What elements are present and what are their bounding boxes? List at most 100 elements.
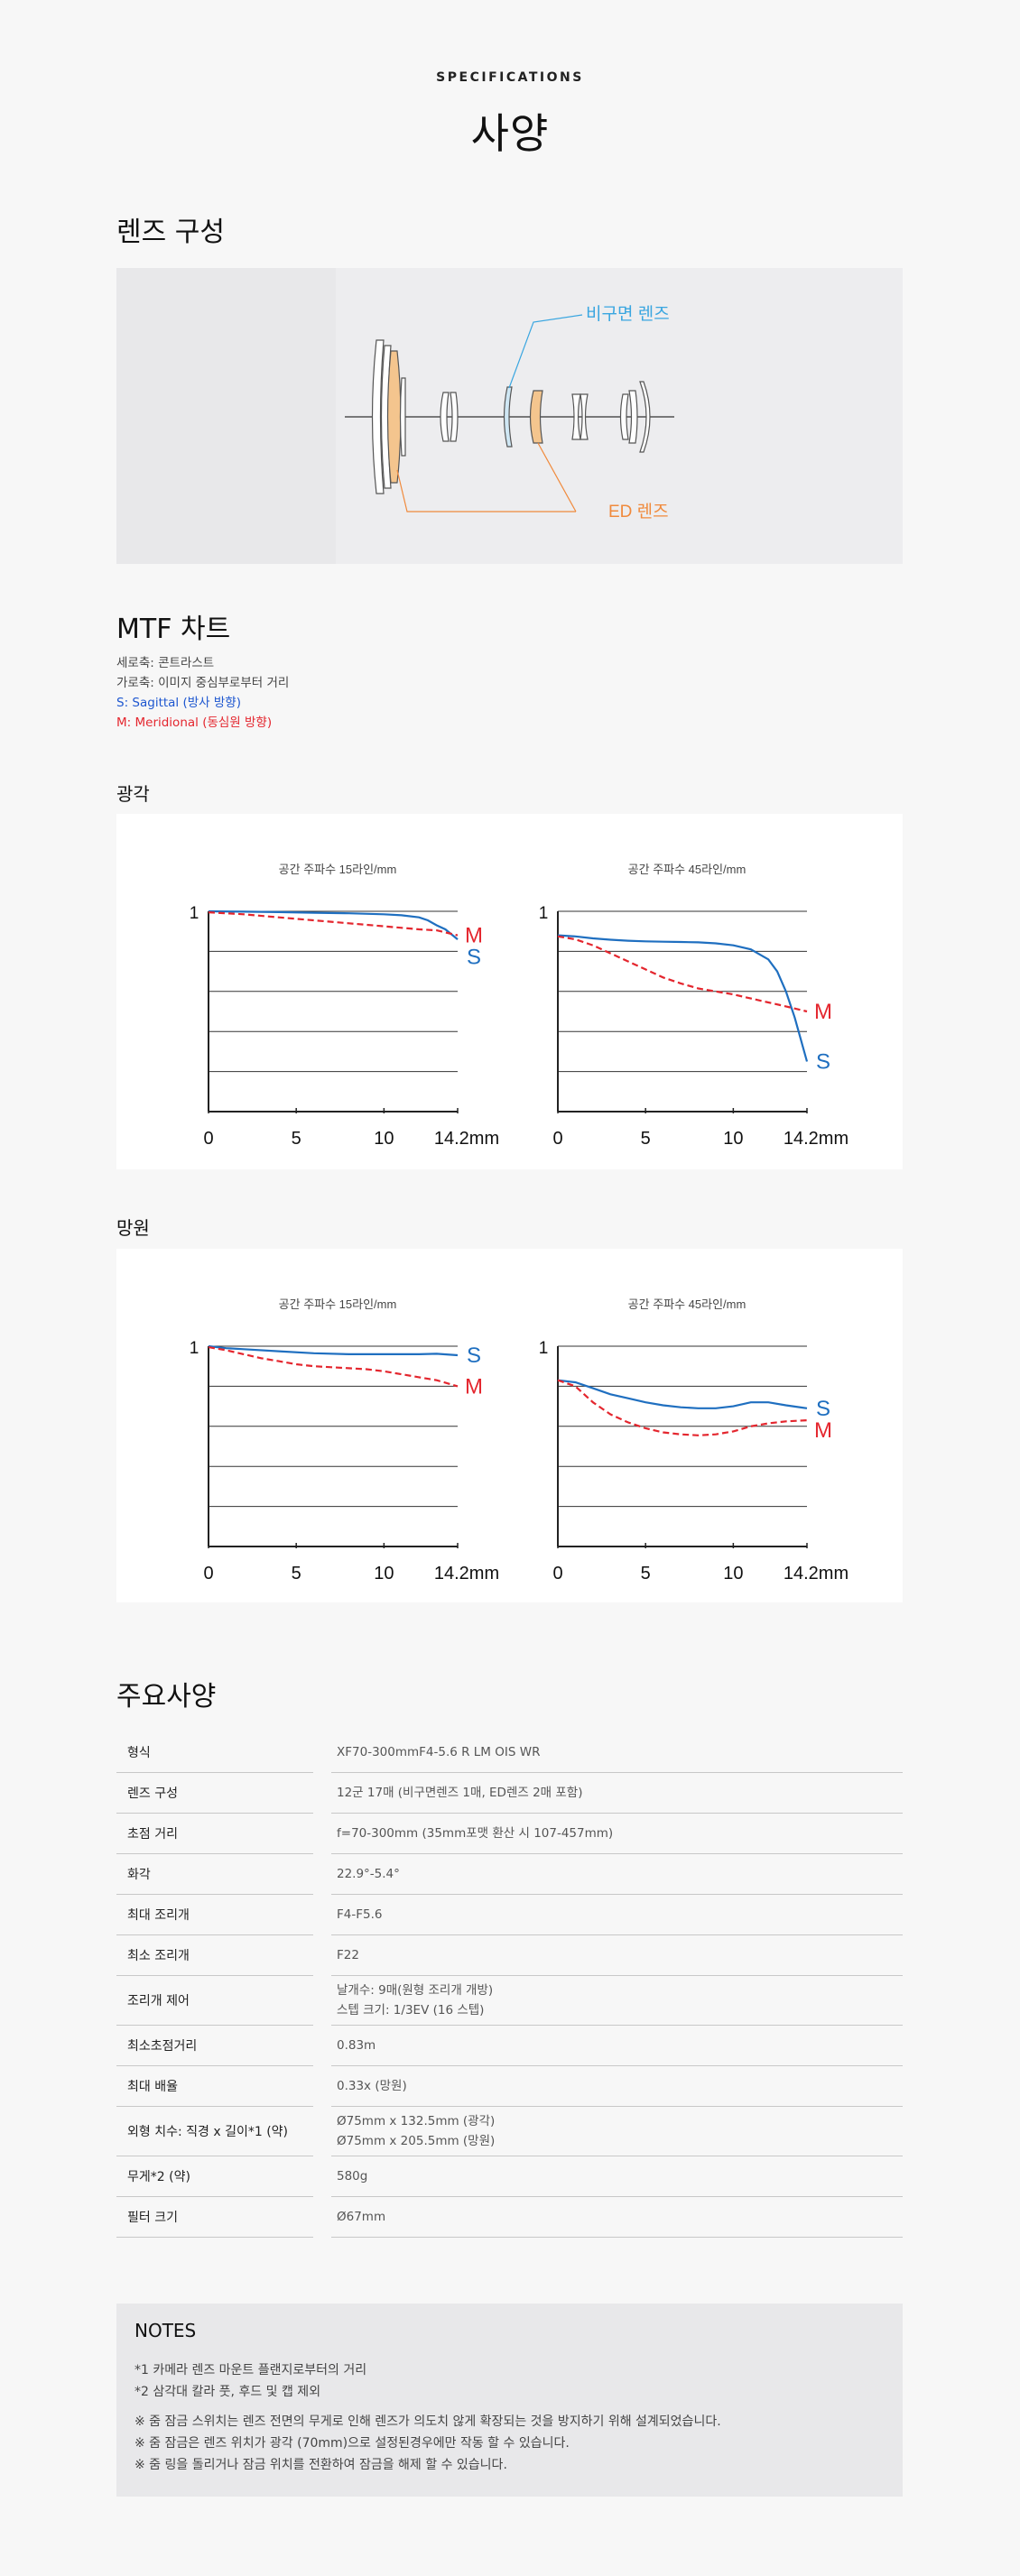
wide-chart-panel: 공간 주파수 15라인/mm 1 0 5 10 14.2mm M S 공간 주파수 45라인/… [116,814,903,1169]
spec-key: 최대 조리개 [116,1895,313,1935]
series-label: M [814,1418,832,1443]
series-label: S [467,1343,481,1368]
spec-key: 최대 배율 [116,2066,313,2107]
spec-value: 날개수: 9매(원형 조리개 개방) 스텝 크기: 1/3EV (16 스텝) [331,1976,903,2026]
spec-key: 조리개 제어 [116,1976,313,2026]
spec-row: 무게*2 (약) 580g [116,2156,903,2197]
series-M-line [208,1346,459,1388]
spec-row: 화각 22.9°-5.4° [116,1854,903,1895]
spec-value-line: XF70-300mmF4-5.6 R LM OIS WR [337,1745,541,1759]
wide-title: 광각 [116,783,150,805]
note-line: ※ 줌 잠금은 렌즈 위치가 광각 (70mm)으로 설정된경우에만 작동 할 … [134,2436,570,2451]
note-line: *2 삼각대 칼라 풋, 후드 및 캡 제외 [134,2385,321,2399]
aspherical-label: 비구면 렌즈 [586,304,670,324]
spec-value-line: Ø67mm [337,2210,386,2224]
spec-value-line: f=70-300mm (35mm포맷 환산 시 107-457mm) [337,1826,614,1841]
x-tick-label: 14.2mm [434,1564,499,1583]
note-line: ※ 줌 링을 돌리거나 잠금 위치를 전환하여 잠금을 해제 할 수 있습니다. [134,2458,507,2472]
spec-value: F4-F5.6 [331,1895,903,1935]
spec-value-line: F22 [337,1948,359,1962]
chart-title: 공간 주파수 15라인/mm [279,863,397,876]
tele-chart-panel: 공간 주파수 15라인/mm 1 0 5 10 14.2mm S M 공간 주파수 45라인/… [116,1249,903,1602]
x-tick-label: 10 [723,1564,743,1583]
x-tick-label: 5 [641,1129,651,1149]
x-tick-label: 14.2mm [784,1564,848,1583]
ed-label: ED 렌즈 [608,502,669,522]
x-tick-label: 0 [203,1129,213,1149]
spec-key: 렌즈 구성 [116,1773,313,1814]
spec-value: XF70-300mmF4-5.6 R LM OIS WR [331,1732,903,1773]
series-M-line [557,1379,808,1436]
spec-value-line: 0.33x (망원) [337,2079,407,2093]
series-S-line [208,909,459,940]
y-tick-label: 1 [190,904,199,923]
spec-row: 외형 치수: 직경 x 길이*1 (약) Ø75mm x 132.5mm (광각)… [116,2107,903,2156]
spec-value-line: Ø75mm x 205.5mm (망원) [337,2134,496,2148]
y-tick-label: 1 [539,904,549,923]
tele-title: 망원 [116,1217,150,1239]
spec-row: 렌즈 구성 12군 17매 (비구면렌즈 1매, ED렌즈 2매 포함) [116,1773,903,1814]
spec-value-line: 580g [337,2169,368,2184]
aspherical-callout-line [508,314,583,389]
spec-value-line: 0.83m [337,2038,376,2053]
series-S-line [208,1344,459,1357]
series-label: S [816,1397,830,1421]
spec-value: 0.33x (망원) [331,2066,903,2107]
series-label: S [816,1050,830,1075]
spec-row: 조리개 제어 날개수: 9매(원형 조리개 개방) 스텝 크기: 1/3EV (16… [116,1976,903,2026]
spec-key: 형식 [116,1732,313,1773]
y-tick-label: 1 [190,1339,199,1358]
specs-table: 형식 XF70-300mmF4-5.6 R LM OIS WR 렌즈 구성 12군 1… [116,1732,903,2238]
chart-title: 공간 주파수 15라인/mm [279,1297,397,1311]
y-tick-label: 1 [539,1339,549,1358]
spec-key: 필터 크기 [116,2197,313,2238]
mtf-title: MTF 차트 [116,614,231,645]
x-tick-label: 0 [552,1564,562,1583]
spec-value: F22 [331,1935,903,1976]
series-M-line [208,911,459,937]
spec-row: 최소초점거리 0.83m [116,2026,903,2066]
spec-row: 최소 조리개 F22 [116,1935,903,1976]
spec-row: 초점 거리 f=70-300mm (35mm포맷 환산 시 107-457mm) [116,1814,903,1854]
x-tick-label: 14.2mm [784,1129,848,1149]
spec-value-line: 22.9°-5.4° [337,1867,400,1881]
spec-key: 최소초점거리 [116,2026,313,2066]
spec-value: 0.83m [331,2026,903,2066]
legend-meridional: M: Meridional (동심원 방향) [116,716,273,730]
spec-value: f=70-300mm (35mm포맷 환산 시 107-457mm) [331,1814,903,1854]
spec-value: 580g [331,2156,903,2197]
x-tick-label: 5 [292,1564,301,1583]
x-tick-label: 10 [374,1129,394,1149]
chart-title: 공간 주파수 45라인/mm [628,863,746,876]
spec-row: 최대 배율 0.33x (망원) [116,2066,903,2107]
series-S-line [557,934,809,1062]
note-line: ※ 줌 잠금 스위치는 렌즈 전면의 무게로 인해 렌즈가 의도치 않게 확장되… [134,2414,721,2429]
series-label: S [467,946,481,970]
page-title: 사양 [470,109,550,158]
spec-row: 필터 크기 Ø67mm [116,2197,903,2238]
spec-value-line: F4-F5.6 [337,1907,383,1922]
note-line: *1 카메라 렌즈 마운트 플랜지로부터의 거리 [134,2363,367,2377]
spec-value: Ø75mm x 132.5mm (광각) Ø75mm x 205.5mm (망원) [331,2107,903,2156]
spec-row: 최대 조리개 F4-F5.6 [116,1895,903,1935]
ed-callout-line [396,469,576,512]
lens-diagram-panel: 비구면 렌즈 ED 렌즈 [116,268,903,564]
mtf-legend: 세로축: 콘트라스트 가로축: 이미지 중심부로부터 거리 S: Sagitta… [116,653,289,733]
x-tick-label: 0 [203,1564,213,1583]
series-label: M [814,1000,832,1024]
spec-key: 초점 거리 [116,1814,313,1854]
specs-title: 주요사양 [116,1681,217,1713]
spec-row: 형식 XF70-300mmF4-5.6 R LM OIS WR [116,1732,903,1773]
spec-key: 최소 조리개 [116,1935,313,1976]
spec-value: 12군 17매 (비구면렌즈 1매, ED렌즈 2매 포함) [331,1773,903,1814]
lens-construction-title: 렌즈 구성 [116,217,225,248]
x-tick-label: 10 [374,1564,394,1583]
legend-vertical: 세로축: 콘트라스트 [116,656,215,670]
legend-horizontal: 가로축: 이미지 중심부로부터 거리 [116,676,290,690]
x-tick-label: 5 [641,1564,651,1583]
spec-value-line: 12군 17매 (비구면렌즈 1매, ED렌즈 2매 포함) [337,1786,583,1800]
